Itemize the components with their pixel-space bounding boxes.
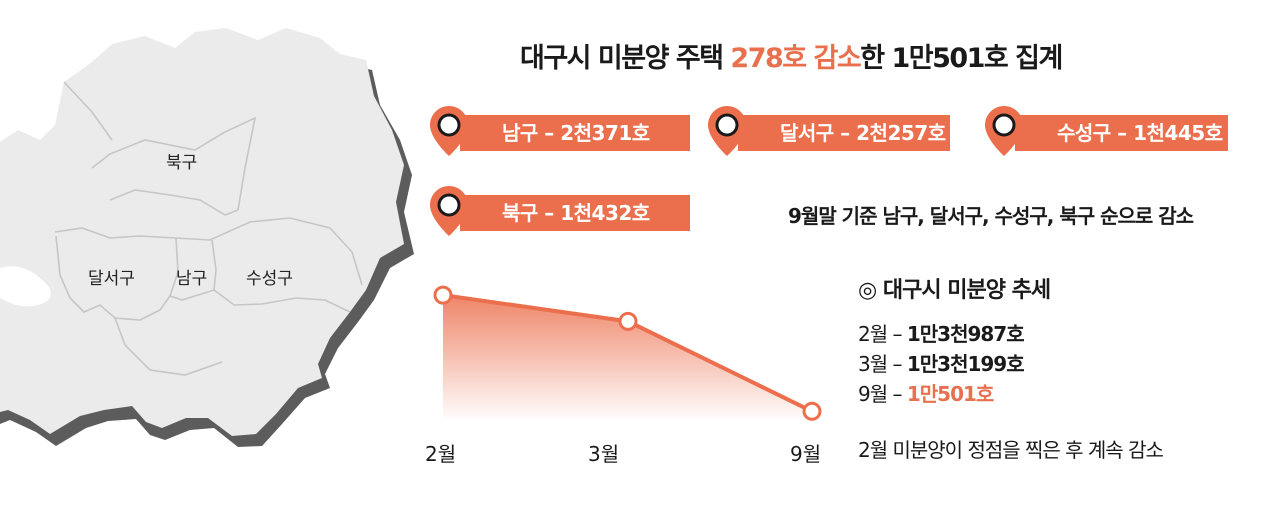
title-highlight: 278호 감소 bbox=[730, 43, 861, 74]
map-land bbox=[0, 28, 404, 436]
trend-month: 9월 – bbox=[858, 382, 907, 406]
trend-point bbox=[433, 285, 453, 305]
district-tag-dalseogu: 달서구 – 2천257호 bbox=[738, 115, 950, 151]
location-pin-icon bbox=[708, 106, 746, 156]
x-tick-label: 9월 bbox=[790, 442, 822, 466]
trend-value: 1만3천987호 bbox=[906, 322, 1025, 346]
trend-area bbox=[443, 295, 812, 418]
map-label-suseonggu: 수성구 bbox=[246, 269, 293, 289]
map-label-bukgu: 북구 bbox=[166, 153, 198, 173]
trend-footer: 2월 미분양이 정점을 찍은 후 계속 감소 bbox=[858, 438, 1164, 462]
district-note: 9월말 기준 남구, 달서구, 수성구, 북구 순으로 감소 bbox=[788, 204, 1194, 228]
trend-point bbox=[618, 311, 638, 331]
trend-value: 1만501호 bbox=[906, 382, 994, 406]
district-tag-label: 북구 – 1천432호 bbox=[502, 201, 650, 225]
trend-point bbox=[802, 401, 822, 421]
district-tag-label: 수성구 – 1천445호 bbox=[1057, 121, 1223, 145]
river bbox=[0, 266, 51, 307]
x-tick-label: 3월 bbox=[588, 442, 620, 466]
title-post: 한 1만501호 집계 bbox=[860, 43, 1063, 74]
district-tag-label: 남구 – 2천371호 bbox=[502, 121, 650, 145]
map-label-dalseogu: 달서구 bbox=[88, 269, 135, 289]
district-tag-suseonggu: 수성구 – 1천445호 bbox=[1015, 115, 1228, 151]
location-pin-icon bbox=[430, 106, 468, 156]
trend-row-feb: 2월 – 1만3천987호 bbox=[858, 318, 1025, 347]
trend-chart bbox=[433, 285, 822, 421]
trend-row-sep: 9월 – 1만501호 bbox=[858, 378, 994, 407]
district-tag-bukgu: 북구 – 1천432호 bbox=[460, 195, 690, 231]
x-tick-label: 2월 bbox=[425, 442, 457, 466]
trend-row-mar: 3월 – 1만3천199호 bbox=[858, 348, 1025, 377]
location-pin-icon bbox=[430, 186, 468, 236]
daegu-district-map bbox=[0, 28, 414, 447]
page-title: 대구시 미분양 주택 278호 감소한 1만501호 집계 bbox=[520, 36, 1063, 75]
location-pin-icon bbox=[985, 106, 1023, 156]
district-tag-namgu: 남구 – 2천371호 bbox=[460, 115, 690, 151]
district-tag-label: 달서구 – 2천257호 bbox=[780, 121, 946, 145]
trend-month: 2월 – bbox=[858, 322, 907, 346]
trend-month: 3월 – bbox=[858, 352, 907, 376]
map-label-namgu: 남구 bbox=[176, 269, 208, 289]
title-pre: 대구시 미분양 주택 bbox=[520, 43, 731, 74]
trend-value: 1만3천199호 bbox=[906, 352, 1025, 376]
district-boundaries bbox=[54, 81, 363, 376]
trend-title: ◎ 대구시 미분양 추세 bbox=[858, 278, 1051, 303]
